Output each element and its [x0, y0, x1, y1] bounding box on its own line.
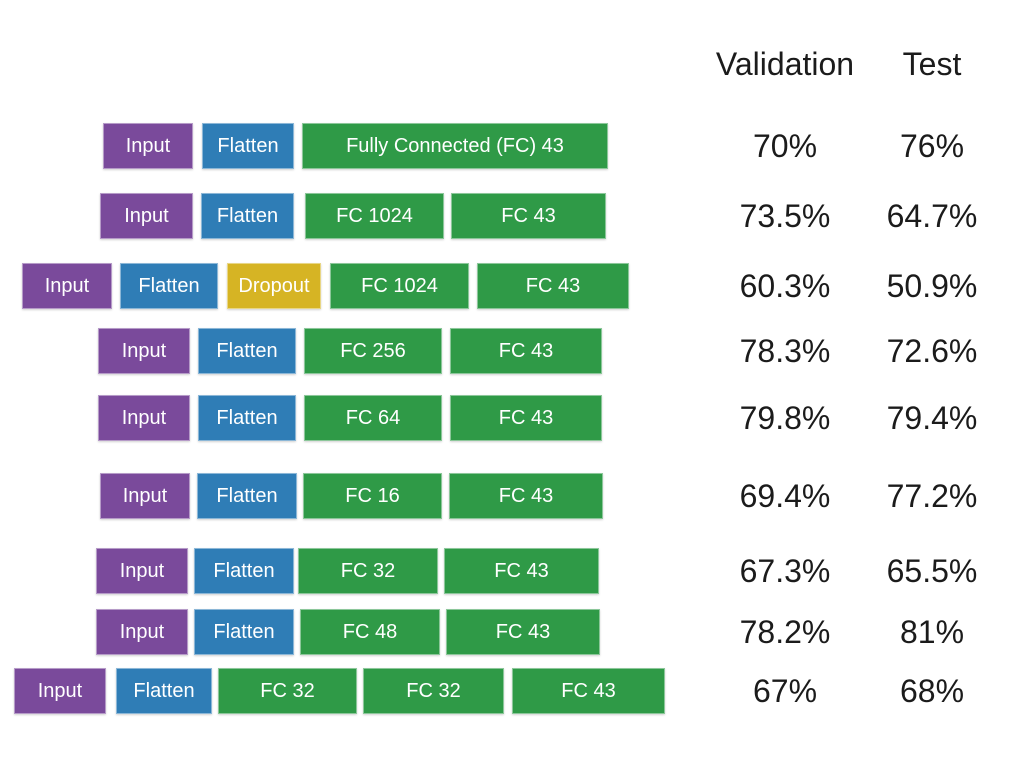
architecture-row-9: Input Flatten FC 32 FC 32 FC 43 67% 68% — [0, 668, 1024, 714]
validation-value: 60.3% — [739, 268, 831, 304]
block-input: Input — [98, 328, 190, 374]
block-flatten: Flatten — [194, 548, 294, 594]
block-fc: FC 1024 — [330, 263, 469, 309]
block-fc: FC 32 — [298, 548, 438, 594]
test-value: 68% — [899, 673, 965, 709]
block-fc: FC 64 — [304, 395, 442, 441]
block-input: Input — [103, 123, 193, 169]
validation-value: 67.3% — [739, 553, 831, 589]
block-dropout: Dropout — [227, 263, 321, 309]
block-flatten: Flatten — [194, 609, 294, 655]
block-fc: FC 43 — [450, 328, 602, 374]
validation-value: 69.4% — [739, 478, 831, 514]
architecture-row-8: Input Flatten FC 48 FC 43 78.2% 81% — [0, 609, 1024, 655]
block-fc: FC 43 — [512, 668, 665, 714]
test-value: 76% — [899, 128, 965, 164]
block-fc: FC 32 — [363, 668, 504, 714]
validation-value: 70% — [752, 128, 818, 164]
block-fc: FC 43 — [450, 395, 602, 441]
test-value: 65.5% — [886, 553, 978, 589]
test-value: 50.9% — [886, 268, 978, 304]
block-fc: FC 43 — [449, 473, 603, 519]
block-fc: FC 48 — [300, 609, 440, 655]
test-value: 64.7% — [886, 198, 978, 234]
validation-value: 67% — [752, 673, 818, 709]
validation-value: 78.3% — [739, 333, 831, 369]
block-flatten: Flatten — [202, 123, 294, 169]
block-fc: FC 43 — [477, 263, 629, 309]
block-flatten: Flatten — [198, 328, 296, 374]
architecture-row-2: Input Flatten FC 1024 FC 43 73.5% 64.7% — [0, 193, 1024, 239]
block-flatten: Flatten — [116, 668, 212, 714]
block-flatten: Flatten — [120, 263, 218, 309]
block-flatten: Flatten — [197, 473, 297, 519]
test-value: 79.4% — [886, 400, 978, 436]
block-input: Input — [14, 668, 106, 714]
architecture-row-6: Input Flatten FC 16 FC 43 69.4% 77.2% — [0, 473, 1024, 519]
validation-value: 73.5% — [739, 198, 831, 234]
block-input: Input — [22, 263, 112, 309]
block-fc: FC 43 — [444, 548, 599, 594]
architecture-row-7: Input Flatten FC 32 FC 43 67.3% 65.5% — [0, 548, 1024, 594]
block-flatten: Flatten — [198, 395, 296, 441]
validation-value: 79.8% — [739, 400, 831, 436]
column-header-test: Test — [902, 46, 962, 82]
block-input: Input — [98, 395, 190, 441]
test-value: 81% — [899, 614, 965, 650]
block-fc: FC 43 — [446, 609, 600, 655]
block-fc: FC 32 — [218, 668, 357, 714]
architecture-row-1: Input Flatten Fully Connected (FC) 43 70… — [0, 123, 1024, 169]
test-value: 72.6% — [886, 333, 978, 369]
block-flatten: Flatten — [201, 193, 294, 239]
test-value: 77.2% — [886, 478, 978, 514]
architecture-row-3: Input Flatten Dropout FC 1024 FC 43 60.3… — [0, 263, 1024, 309]
block-fc: Fully Connected (FC) 43 — [302, 123, 608, 169]
column-header-validation: Validation — [715, 46, 855, 82]
block-input: Input — [100, 473, 190, 519]
block-input: Input — [96, 548, 188, 594]
architecture-row-4: Input Flatten FC 256 FC 43 78.3% 72.6% — [0, 328, 1024, 374]
block-input: Input — [100, 193, 193, 239]
architecture-row-5: Input Flatten FC 64 FC 43 79.8% 79.4% — [0, 395, 1024, 441]
block-input: Input — [96, 609, 188, 655]
validation-value: 78.2% — [739, 614, 831, 650]
block-fc: FC 16 — [303, 473, 442, 519]
block-fc: FC 256 — [304, 328, 442, 374]
block-fc: FC 43 — [451, 193, 606, 239]
block-fc: FC 1024 — [305, 193, 444, 239]
